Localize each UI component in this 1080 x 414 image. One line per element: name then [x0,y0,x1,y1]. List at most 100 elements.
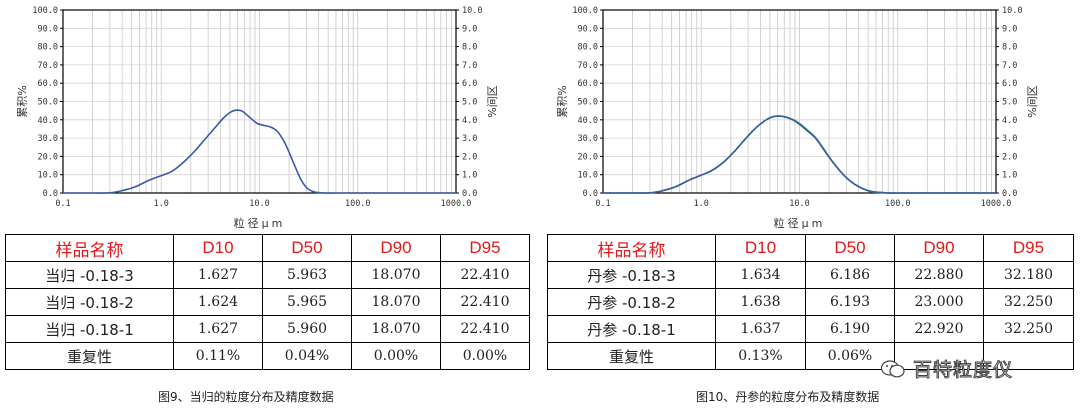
table-row: 重复性 0.11% 0.04% 0.00% 0.00% [5,342,530,370]
watermark: 百特粒度仪 [880,355,1013,382]
y-axis-label-left: 累积% [556,85,569,117]
y-tick-label-right: 6.0 [462,79,477,89]
column-header: D95 [440,234,530,262]
x-tick-label: 1.0 [154,199,169,209]
value-cell: 0.11% [173,342,263,370]
x-tick-label: 100.0 [345,199,371,209]
y-tick-label-left: 60.0 [578,79,598,89]
value-cell: 32.180 [983,261,1074,289]
y-tick-label-left: 60.0 [38,79,58,89]
y-tick-label-left: 30.0 [38,134,58,144]
value-cell: 1.624 [173,288,263,316]
value-cell: 18.070 [351,315,441,343]
value-cell: 1.627 [173,261,263,289]
x-axis-label: 粒径μm [234,216,286,230]
x-tick-label: 10.0 [249,199,269,209]
y-tick-label-left: 50.0 [38,98,58,108]
value-cell: 0.00% [351,342,441,370]
x-axis-label: 粒径μm [774,216,826,230]
y-tick-label-right: 1.0 [462,171,477,181]
y-tick-label-right: 10.0 [462,6,482,16]
y-tick-label-right: 3.0 [1002,134,1017,144]
grid [603,10,996,193]
y-tick-label-left: 10.0 [38,171,58,181]
precision-table-9: 样品名称 D10 D50 D90 D95 当归 -0.18-3 1.627 5.963 18.0… [5,234,530,370]
x-tick-label: 1000.0 [441,199,472,209]
value-cell: 22.410 [440,288,530,316]
y-tick-label-left: 0.0 [583,189,598,199]
value-cell: 1.637 [715,315,806,343]
y-tick-label-right: 4.0 [462,116,477,126]
y-axis-label-right: %间区 [1026,85,1039,117]
y-tick-label-right: 5.0 [462,98,477,108]
sample-name-cell: 丹参 -0.18-2 [547,288,716,316]
sample-name-cell: 当归 -0.18-3 [5,261,174,289]
column-header: D10 [173,234,263,262]
column-header: D90 [351,234,441,262]
value-cell: 18.070 [351,261,441,289]
value-cell: 6.186 [805,261,895,289]
y-tick-label-left: 10.0 [578,171,598,181]
y-tick-label-right: 1.0 [1002,171,1017,181]
figure-9: 0.0 10.0 20.0 30.0 40.0 50.0 60.0 70.0 80.0 90.0 1… [5,6,530,404]
y-tick-label-right: 0.0 [1002,189,1017,199]
y-tick-label-left: 0.0 [43,189,58,199]
y-tick-label-right: 5.0 [1002,98,1017,108]
y-tick-label-right: 7.0 [462,61,477,71]
sample-name-cell: 当归 -0.18-1 [5,315,174,343]
value-cell [894,342,984,370]
table-row: 丹参 -0.18-3 1.634 6.186 22.880 32.180 [547,261,1074,289]
value-cell: 1.638 [715,288,806,316]
y-tick-label-left: 100.0 [32,6,58,16]
x-tick-label: 100.0 [885,199,911,209]
column-header: D95 [983,234,1074,262]
table-header-row: 样品名称 D10 D50 D90 D95 [5,234,530,262]
y-tick-label-left: 30.0 [578,134,598,144]
table-row: 丹参 -0.18-2 1.638 6.193 23.000 32.250 [547,288,1074,316]
value-cell: 32.250 [983,288,1074,316]
y-tick-label-left: 50.0 [578,98,598,108]
y-axis-label-left: 累积% [16,85,29,117]
value-cell: 22.920 [894,315,984,343]
y-tick-label-left: 70.0 [38,61,58,71]
x-tick-label: 1.0 [694,199,709,209]
y-tick-label-right: 6.0 [1002,79,1017,89]
y-tick-label-right: 3.0 [462,134,477,144]
x-tick-label: 10.0 [789,199,809,209]
column-header: D90 [894,234,984,262]
watermark-text: 百特粒度仪 [913,359,1014,382]
precision-table-10: 样品名称 D10 D50 D90 D95 丹参 -0.18-3 1.634 6.186 22.8… [547,234,1074,370]
y-tick-label-left: 70.0 [578,61,598,71]
x-tick-label: 0.1 [55,199,70,209]
value-cell: 0.13% [715,342,806,370]
y-tick-label-left: 40.0 [38,116,58,126]
y-tick-label-left: 20.0 [578,152,598,162]
y-tick-label-right: 0.0 [462,189,477,199]
y-tick-label-left: 80.0 [38,43,58,53]
value-cell: 22.410 [440,261,530,289]
table-header-row: 样品名称 D10 D50 D90 D95 [547,234,1074,262]
sample-name-cell: 当归 -0.18-2 [5,288,174,316]
x-tick-label: 0.1 [595,199,610,209]
value-cell: 0.06% [805,342,895,370]
column-header: D10 [715,234,806,262]
y-tick-label-right: 2.0 [1002,152,1017,162]
y-axis-label-right: %间区 [486,85,499,117]
table-row: 当归 -0.18-2 1.624 5.965 18.070 22.410 [5,288,530,316]
value-cell: 32.250 [983,315,1074,343]
figure-10: 0.0 10.0 20.0 30.0 40.0 50.0 60.0 70.0 80.0 90.0 1… [540,0,1080,414]
sample-name-cell: 丹参 -0.18-3 [547,261,716,289]
distribution-curve [63,109,456,194]
figure-caption: 图10、丹参的粒度分布及精度数据 [696,390,880,404]
y-tick-label-right: 9.0 [462,24,477,34]
value-cell: 18.070 [351,288,441,316]
value-cell: 0.04% [262,342,352,370]
y-tick-label-left: 90.0 [38,24,58,34]
value-cell: 23.000 [894,288,984,316]
sample-name-cell: 重复性 [5,342,174,370]
value-cell [983,342,1074,370]
column-header: D50 [805,234,895,262]
distribution-curve [603,115,996,194]
value-cell: 1.627 [173,315,263,343]
value-cell: 1.634 [715,261,806,289]
